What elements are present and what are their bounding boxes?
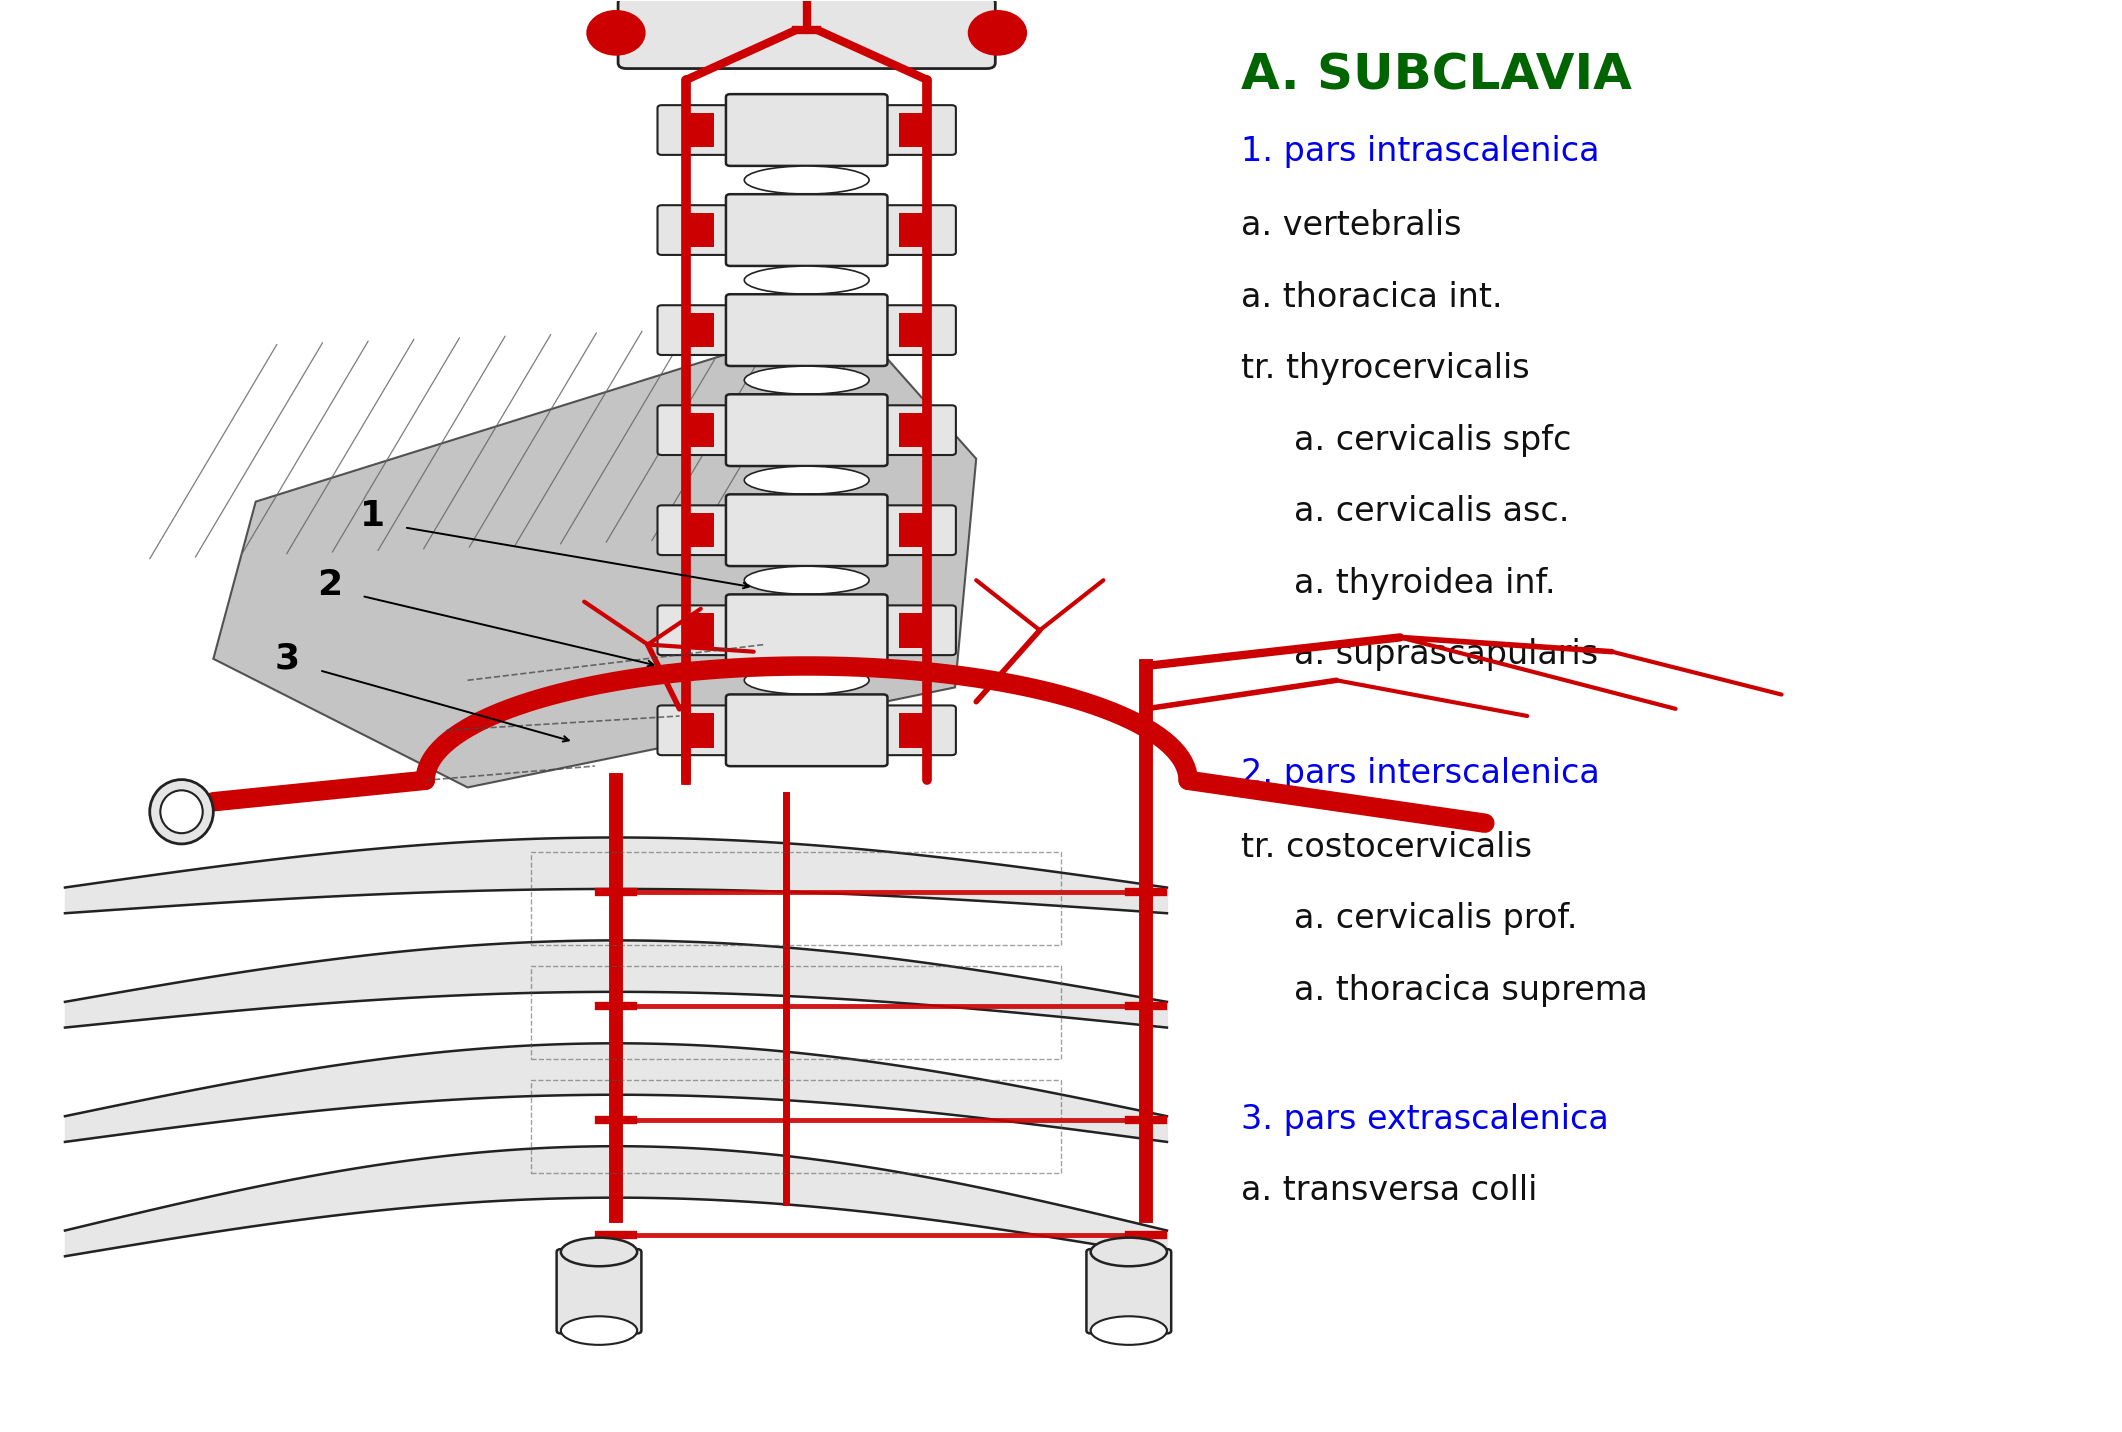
Text: a. thoracica suprema: a. thoracica suprema [1294,974,1649,1007]
FancyBboxPatch shape [658,105,738,155]
FancyBboxPatch shape [658,505,738,556]
FancyBboxPatch shape [726,494,887,566]
FancyBboxPatch shape [874,706,955,755]
Bar [685,312,715,348]
Bar [900,613,927,647]
FancyBboxPatch shape [726,695,887,766]
Bar [900,412,927,447]
FancyBboxPatch shape [658,706,738,755]
Text: a. cervicalis asc.: a. cervicalis asc. [1294,495,1570,528]
Text: a. thyroidea inf.: a. thyroidea inf. [1294,567,1555,600]
FancyBboxPatch shape [874,505,955,556]
Text: 1: 1 [361,498,384,533]
Bar [530,1081,1061,1173]
Ellipse shape [560,1316,637,1345]
FancyBboxPatch shape [726,195,887,266]
Bar [900,213,927,248]
Ellipse shape [151,779,214,843]
FancyBboxPatch shape [556,1249,641,1333]
Bar [900,713,927,748]
Text: tr. costocervicalis: tr. costocervicalis [1241,831,1532,863]
FancyBboxPatch shape [726,95,887,166]
Text: a. transversa colli: a. transversa colli [1241,1174,1538,1207]
Bar [685,213,715,248]
Text: a. suprascapularis: a. suprascapularis [1294,639,1598,672]
Bar [900,513,927,547]
Bar [685,613,715,647]
Text: a. vertebralis: a. vertebralis [1241,209,1462,242]
Ellipse shape [745,666,870,695]
Polygon shape [214,316,976,788]
Bar [530,967,1061,1060]
Bar [685,113,715,147]
Ellipse shape [745,566,870,594]
Ellipse shape [745,266,870,294]
Bar [685,713,715,748]
FancyBboxPatch shape [658,205,738,255]
Text: 1. pars intrascalenica: 1. pars intrascalenica [1241,135,1600,168]
Ellipse shape [161,790,204,833]
Ellipse shape [1091,1316,1167,1345]
Ellipse shape [560,1237,637,1266]
Ellipse shape [745,367,870,394]
Text: a. cervicalis spfc: a. cervicalis spfc [1294,424,1572,457]
Ellipse shape [586,10,645,56]
FancyBboxPatch shape [726,394,887,465]
FancyBboxPatch shape [726,294,887,367]
Text: a. cervicalis prof.: a. cervicalis prof. [1294,902,1577,935]
FancyBboxPatch shape [874,205,955,255]
FancyBboxPatch shape [658,405,738,455]
FancyBboxPatch shape [874,405,955,455]
Ellipse shape [1091,1237,1167,1266]
Ellipse shape [968,10,1027,56]
Text: a. thoracica int.: a. thoracica int. [1241,281,1502,314]
FancyBboxPatch shape [658,305,738,355]
FancyBboxPatch shape [618,0,995,69]
Text: 3. pars extrascalenica: 3. pars extrascalenica [1241,1103,1608,1136]
FancyBboxPatch shape [726,594,887,666]
FancyBboxPatch shape [874,105,955,155]
Ellipse shape [745,467,870,494]
FancyBboxPatch shape [658,606,738,654]
FancyBboxPatch shape [1086,1249,1171,1333]
Text: tr. thyrocervicalis: tr. thyrocervicalis [1241,352,1530,385]
Bar [685,412,715,447]
FancyBboxPatch shape [874,606,955,654]
Text: 2: 2 [318,567,342,601]
Bar [685,513,715,547]
Text: 3: 3 [276,642,299,676]
FancyBboxPatch shape [874,305,955,355]
Bar [900,113,927,147]
Text: A. SUBCLAVIA: A. SUBCLAVIA [1241,52,1632,100]
Bar [900,312,927,348]
Text: 2. pars interscalenica: 2. pars interscalenica [1241,756,1600,789]
Bar [530,852,1061,945]
Ellipse shape [745,166,870,195]
